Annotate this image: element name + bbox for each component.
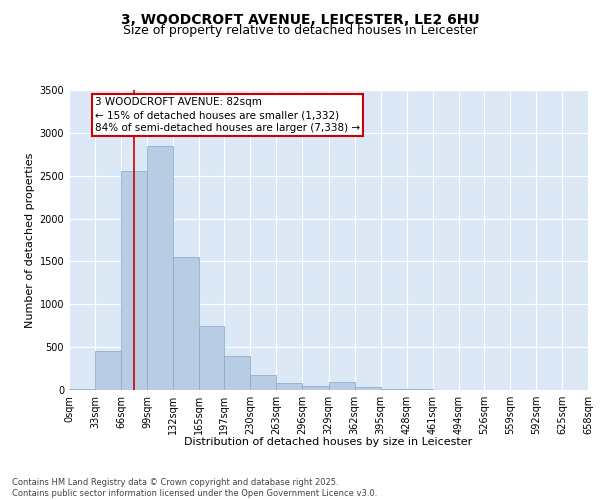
Bar [329,382,355,390]
Bar [173,257,199,390]
Bar [380,388,407,390]
X-axis label: Distribution of detached houses by size in Leicester: Distribution of detached houses by size … [184,437,473,447]
Bar [121,172,147,390]
Bar [277,383,302,390]
Y-axis label: Number of detached properties: Number of detached properties [25,152,35,328]
Bar [250,375,277,390]
Bar [355,388,380,390]
Bar [199,326,224,390]
Bar [95,352,121,390]
Text: Contains HM Land Registry data © Crown copyright and database right 2025.
Contai: Contains HM Land Registry data © Crown c… [12,478,377,498]
Bar [69,389,95,390]
Bar [147,146,173,390]
Text: 3 WOODCROFT AVENUE: 82sqm
← 15% of detached houses are smaller (1,332)
84% of se: 3 WOODCROFT AVENUE: 82sqm ← 15% of detac… [95,97,360,134]
Bar [407,389,433,390]
Text: 3, WOODCROFT AVENUE, LEICESTER, LE2 6HU: 3, WOODCROFT AVENUE, LEICESTER, LE2 6HU [121,12,479,26]
Bar [302,386,329,390]
Text: Size of property relative to detached houses in Leicester: Size of property relative to detached ho… [122,24,478,37]
Bar [224,356,250,390]
